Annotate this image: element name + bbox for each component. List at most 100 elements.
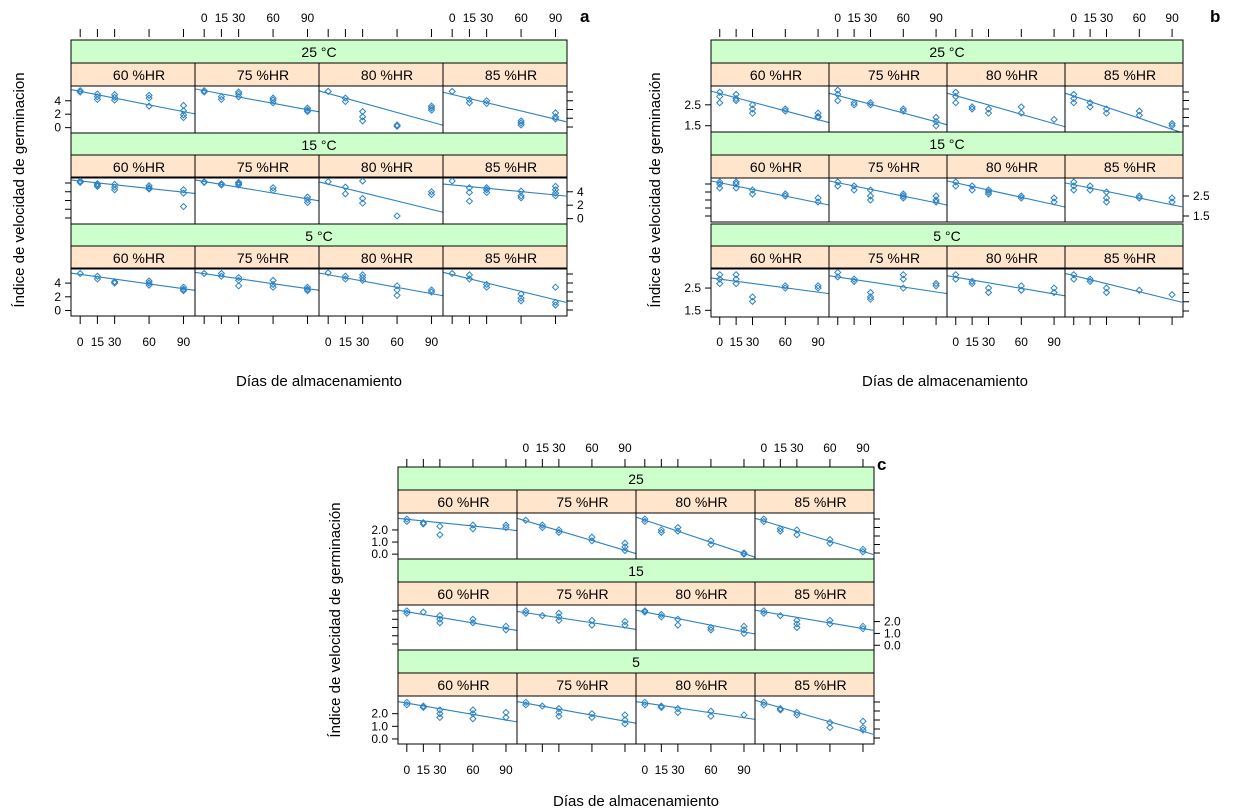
- data-point: [588, 533, 596, 541]
- y-tick-label: 1.5: [1193, 209, 1210, 223]
- panel-tag: a: [580, 7, 590, 26]
- data-point: [341, 97, 350, 106]
- data-point: [1168, 198, 1176, 206]
- regression-line: [636, 516, 756, 558]
- regression-line: [398, 701, 518, 723]
- data-point: [834, 182, 842, 190]
- data-point: [674, 527, 682, 535]
- data-point: [588, 616, 596, 625]
- data-point: [899, 107, 908, 115]
- data-point: [707, 537, 715, 545]
- x-tick-label-top: 90: [618, 441, 632, 455]
- data-point: [732, 94, 740, 103]
- data-point: [465, 275, 474, 283]
- data-point: [657, 703, 666, 712]
- x-tick-label-bottom: 90: [177, 335, 191, 349]
- x-tick-label-bottom: 60: [704, 763, 718, 777]
- data-point: [393, 212, 401, 220]
- data-point: [716, 270, 724, 279]
- regression-line: [71, 272, 196, 291]
- data-point: [76, 178, 84, 187]
- data-point: [517, 117, 525, 125]
- panel-frame: [754, 695, 875, 745]
- y-tick-label: 4: [577, 185, 584, 199]
- x-tick-label-top: 90: [929, 11, 943, 25]
- data-point: [403, 609, 411, 617]
- data-point: [674, 523, 682, 532]
- data-point: [641, 608, 649, 616]
- humidity-label: 85 %HR: [485, 159, 537, 175]
- data-point: [217, 181, 226, 189]
- data-point: [984, 288, 993, 297]
- data-point: [502, 708, 510, 717]
- y-tick-label: 0.0: [371, 732, 388, 746]
- x-tick-label-bottom: 0: [403, 763, 410, 777]
- x-tick-label-bottom: 30: [356, 335, 370, 349]
- data-point: [932, 196, 940, 204]
- y-tick-label: 2.0: [371, 707, 388, 721]
- data-point: [1086, 182, 1094, 190]
- data-point: [217, 93, 226, 101]
- data-point: [641, 515, 649, 523]
- data-point: [859, 723, 867, 732]
- data-point: [588, 713, 596, 722]
- data-point: [551, 192, 560, 200]
- data-point: [740, 711, 748, 719]
- x-tick-label-bottom: 15: [965, 335, 979, 349]
- data-point: [826, 718, 834, 727]
- data-point: [110, 183, 119, 191]
- data-point: [641, 607, 649, 615]
- data-point: [674, 621, 682, 629]
- x-tick-label-bottom: 0: [952, 335, 959, 349]
- data-point: [1070, 182, 1078, 190]
- data-point: [1135, 194, 1144, 202]
- x-tick-label-top: 90: [1165, 11, 1179, 25]
- regression-line: [636, 609, 756, 635]
- data-point: [932, 117, 940, 126]
- humidity-label: 75 %HR: [556, 677, 608, 693]
- y-axis-title: Índice de velocidad de germinación: [327, 502, 344, 737]
- data-point: [76, 86, 84, 95]
- data-point: [740, 549, 748, 557]
- data-point: [555, 704, 563, 713]
- data-point: [748, 186, 757, 194]
- regression-line: [755, 609, 875, 632]
- data-point: [641, 701, 649, 709]
- x-tick-label-top: 60: [823, 441, 837, 455]
- humidity-label: 75 %HR: [237, 159, 289, 175]
- data-point: [200, 178, 208, 187]
- x-tick-label-top: 90: [856, 441, 870, 455]
- data-point: [932, 198, 940, 206]
- data-point: [732, 270, 740, 279]
- data-point: [145, 277, 153, 285]
- data-point: [748, 101, 757, 109]
- data-point: [968, 182, 976, 190]
- x-tick-label-top: 15: [774, 441, 788, 455]
- data-point: [740, 629, 748, 638]
- regression-line: [398, 517, 518, 532]
- x-tick-label-bottom: 15: [91, 335, 105, 349]
- humidity-label: 80 %HR: [361, 250, 413, 266]
- x-tick-label-top: 60: [585, 441, 599, 455]
- data-point: [984, 186, 993, 194]
- data-point: [341, 94, 350, 102]
- data-point: [427, 190, 436, 199]
- data-point: [436, 619, 444, 627]
- data-point: [145, 91, 153, 100]
- data-point: [952, 270, 960, 279]
- data-point: [436, 615, 444, 623]
- humidity-label: 80 %HR: [675, 677, 727, 693]
- data-point: [1017, 194, 1026, 202]
- humidity-label: 60 %HR: [113, 67, 165, 83]
- x-tick-label-bottom: 90: [811, 335, 825, 349]
- data-point: [93, 272, 102, 280]
- data-point: [826, 616, 834, 625]
- regression-line: [711, 277, 830, 295]
- data-point: [716, 88, 724, 96]
- data-point: [419, 703, 428, 712]
- data-point: [555, 708, 563, 717]
- data-point: [469, 715, 477, 723]
- data-point: [303, 106, 312, 114]
